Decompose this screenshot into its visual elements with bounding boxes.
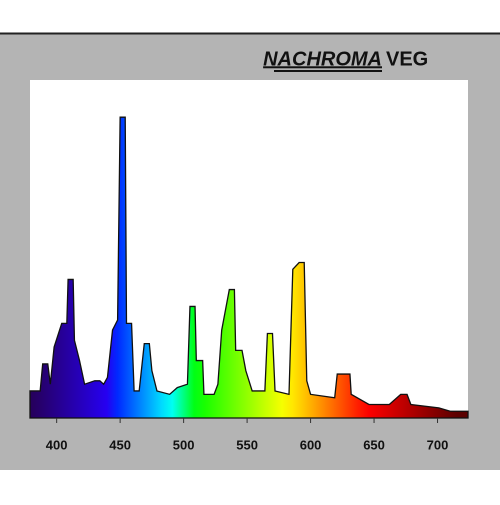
x-tick-label: 700 [427, 437, 449, 452]
x-tick-label: 450 [109, 437, 131, 452]
x-tick-label: 500 [173, 437, 195, 452]
chart-title: NACHROMA [263, 48, 382, 70]
plot-area [30, 80, 468, 418]
x-tick-label: 400 [46, 437, 68, 452]
x-tick-label: 550 [236, 437, 258, 452]
x-tick-label: 600 [300, 437, 322, 452]
chart-title: VEG [386, 48, 428, 70]
x-tick-label: 650 [363, 437, 385, 452]
spectrum-area [29, 116, 469, 419]
